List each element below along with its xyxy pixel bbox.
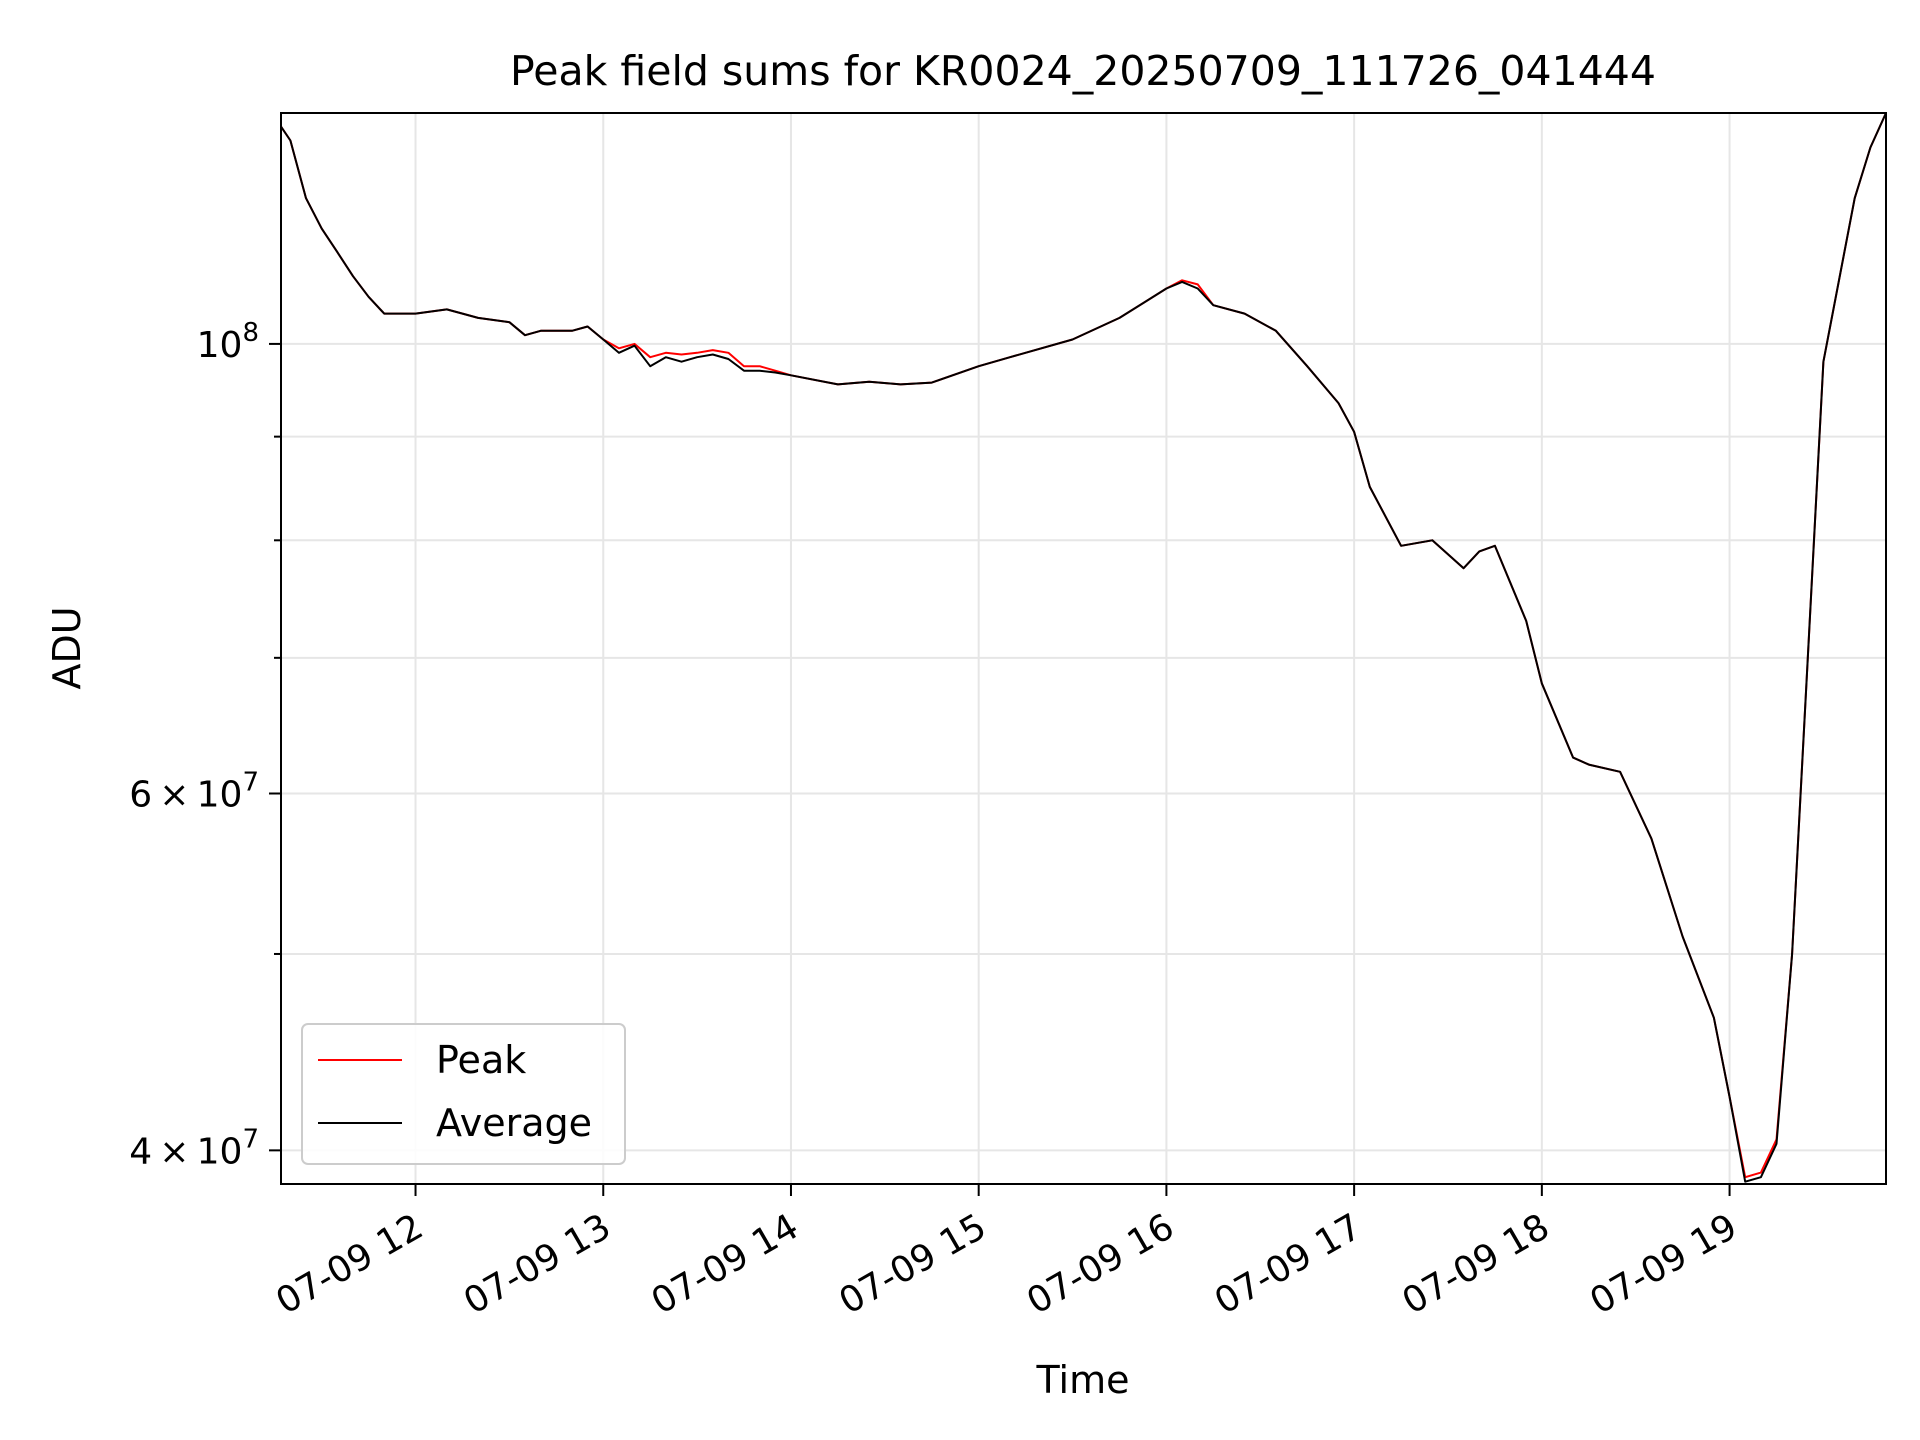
y-tick-label: 6 × 107	[129, 768, 259, 816]
y-tick-label: 4 × 107	[129, 1124, 259, 1172]
legend-label: Peak	[436, 1038, 526, 1082]
chart-title: Peak field sums for KR0024_20250709_1117…	[510, 47, 1656, 95]
series-lines	[280, 112, 1887, 1183]
x-axis-label: Time	[1036, 1358, 1130, 1402]
series-line-average	[280, 112, 1887, 1183]
plot-frame	[280, 112, 1887, 1185]
legend-label: Average	[436, 1101, 592, 1145]
y-axis-label: ADU	[45, 606, 89, 689]
legend: Peak Average	[301, 1023, 626, 1165]
grid	[281, 113, 1886, 1184]
